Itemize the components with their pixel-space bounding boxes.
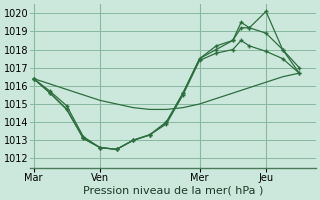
X-axis label: Pression niveau de la mer( hPa ): Pression niveau de la mer( hPa ): [83, 186, 263, 196]
